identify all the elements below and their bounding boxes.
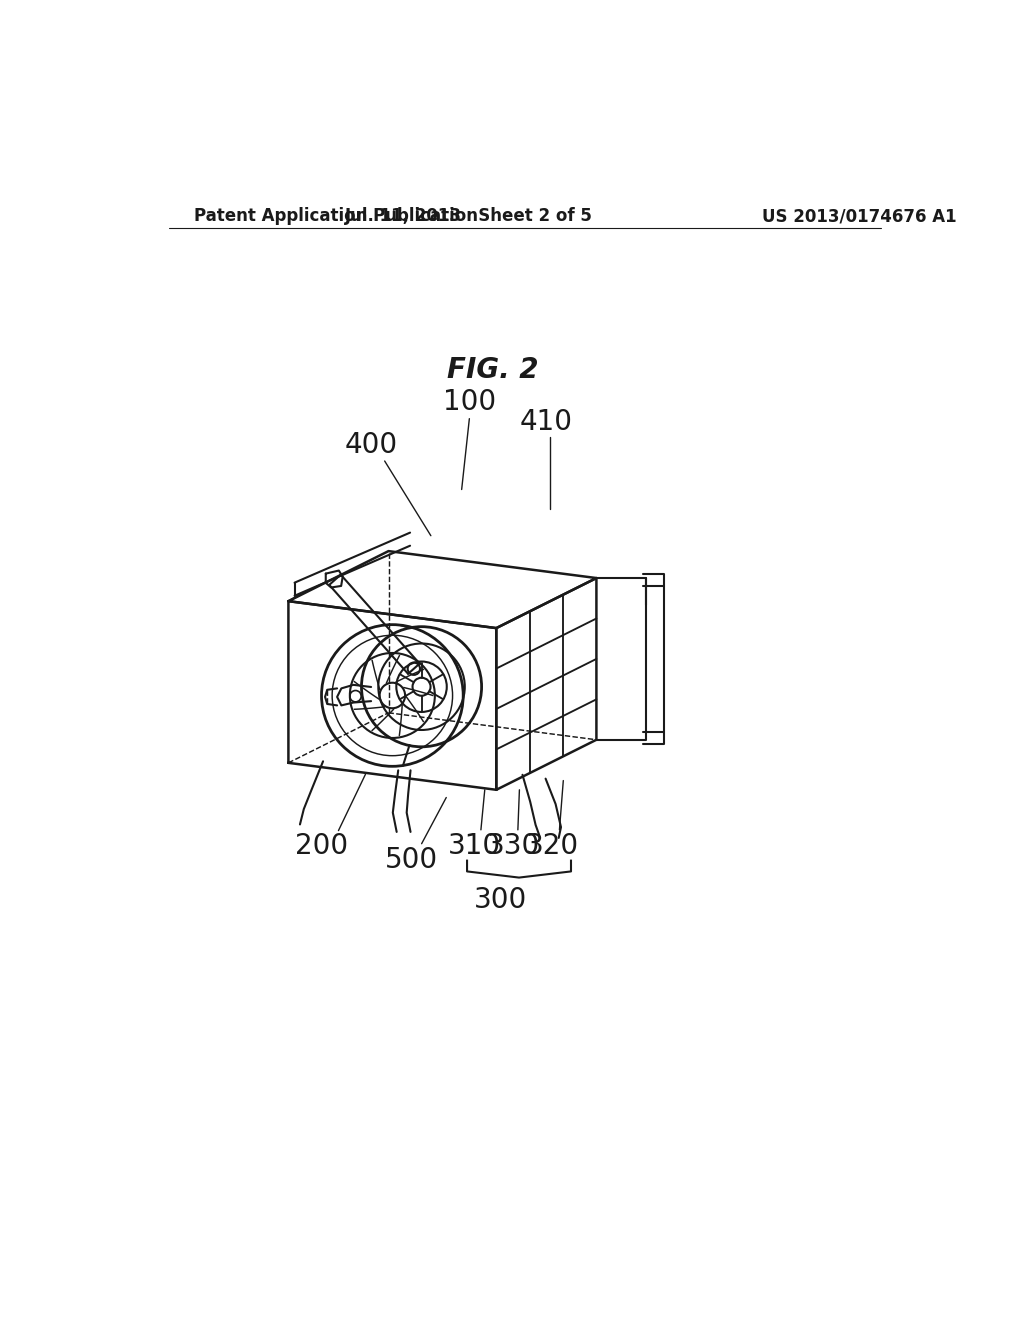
Text: Patent Application Publication: Patent Application Publication [194,207,478,226]
Text: 310: 310 [449,832,502,861]
Text: 320: 320 [526,832,580,861]
Text: US 2013/0174676 A1: US 2013/0174676 A1 [762,207,956,226]
Text: 410: 410 [520,408,572,436]
Text: 300: 300 [473,886,526,913]
Text: 200: 200 [295,832,348,861]
Text: 100: 100 [442,388,496,416]
Text: 330: 330 [486,832,540,861]
Text: 400: 400 [344,430,397,459]
Text: FIG. 2: FIG. 2 [446,356,539,384]
Text: Jul. 11, 2013   Sheet 2 of 5: Jul. 11, 2013 Sheet 2 of 5 [345,207,593,226]
Text: 500: 500 [385,846,438,874]
